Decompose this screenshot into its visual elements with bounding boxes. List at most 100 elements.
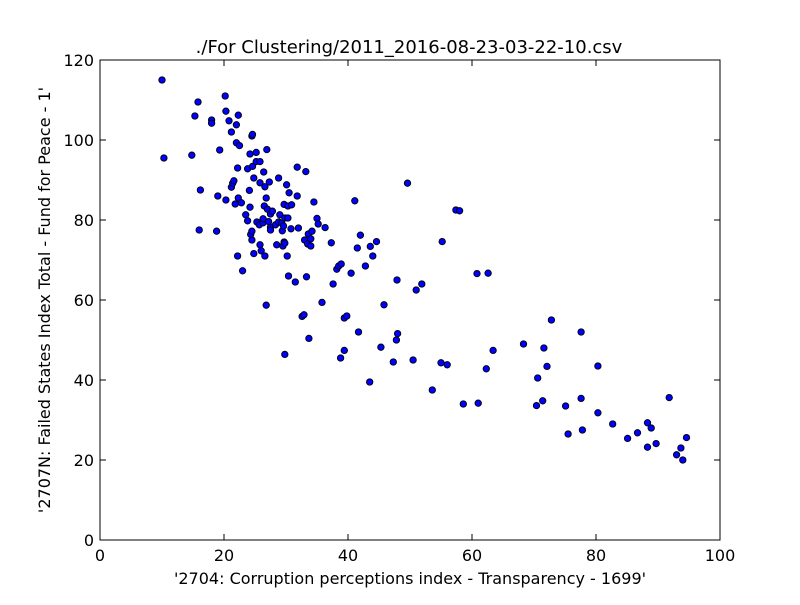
- y-tick-label: 0: [84, 531, 94, 550]
- data-point: [310, 198, 318, 206]
- data-point: [623, 434, 632, 443]
- data-point: [196, 186, 205, 194]
- x-tick-label: 40: [338, 546, 358, 565]
- data-point: [212, 227, 221, 235]
- y-tick-label: 100: [63, 131, 94, 150]
- data-point: [287, 201, 296, 209]
- data-point: [256, 179, 264, 187]
- data-point: [409, 356, 417, 364]
- data-point: [412, 286, 420, 294]
- data-point: [594, 362, 602, 370]
- data-point: [160, 154, 168, 162]
- data-point: [245, 186, 254, 195]
- data-point: [242, 211, 250, 219]
- data-point: [225, 117, 233, 125]
- data-point: [300, 311, 308, 319]
- data-point: [327, 239, 335, 247]
- data-point: [262, 194, 270, 202]
- y-tick-label: 120: [63, 51, 94, 70]
- data-point: [543, 362, 551, 371]
- data-point: [438, 237, 446, 246]
- data-point: [482, 365, 490, 373]
- data-point: [233, 164, 242, 172]
- data-point: [237, 199, 246, 207]
- data-point: [337, 260, 345, 268]
- data-point: [246, 150, 254, 158]
- data-point: [561, 402, 570, 410]
- data-point: [609, 420, 617, 428]
- x-tick-label: 100: [705, 546, 736, 565]
- data-point: [232, 121, 241, 129]
- data-point: [679, 456, 687, 464]
- data-point: [340, 346, 348, 355]
- data-point: [266, 226, 275, 234]
- data-point: [279, 222, 288, 230]
- data-point: [389, 358, 397, 366]
- data-point: [194, 98, 202, 106]
- data-point: [307, 235, 315, 243]
- data-point: [248, 162, 257, 171]
- data-point: [318, 298, 326, 307]
- data-point: [474, 399, 482, 407]
- data-point: [248, 130, 257, 139]
- data-point: [188, 151, 196, 159]
- data-point: [235, 141, 244, 150]
- data-point: [577, 328, 585, 336]
- data-point: [564, 430, 572, 438]
- data-point: [257, 247, 265, 255]
- data-point: [473, 269, 481, 278]
- data-point: [256, 157, 264, 166]
- data-point: [230, 177, 238, 185]
- data-point: [248, 236, 256, 244]
- data-point: [665, 393, 673, 402]
- data-point: [329, 280, 337, 288]
- data-point: [393, 329, 402, 338]
- data-point: [455, 207, 464, 215]
- data-point: [393, 276, 401, 284]
- data-point: [672, 451, 681, 459]
- data-point: [158, 76, 166, 84]
- data-point: [285, 189, 293, 197]
- data-point: [274, 174, 283, 182]
- data-point: [248, 227, 256, 235]
- data-point: [336, 354, 345, 362]
- data-point: [302, 273, 311, 281]
- data-point: [261, 183, 269, 191]
- data-point: [252, 148, 260, 157]
- y-tick-label: 80: [74, 211, 94, 230]
- data-point: [287, 225, 295, 233]
- data-point: [263, 145, 271, 154]
- data-point: [643, 443, 652, 451]
- data-point: [260, 168, 268, 176]
- data-point: [372, 237, 381, 246]
- data-point: [276, 211, 284, 219]
- y-tick-label: 40: [74, 371, 94, 390]
- data-point: [231, 200, 239, 208]
- data-point: [195, 226, 203, 234]
- data-point: [227, 128, 236, 136]
- data-point: [261, 252, 269, 260]
- data-point: [281, 239, 289, 247]
- y-tick-label: 20: [74, 451, 94, 470]
- data-point: [273, 241, 281, 249]
- data-point: [356, 231, 365, 239]
- data-point: [484, 269, 492, 277]
- data-point: [291, 278, 299, 286]
- data-point: [343, 312, 351, 320]
- data-point: [353, 244, 361, 252]
- data-point: [284, 272, 293, 280]
- data-point: [594, 409, 602, 417]
- data-point: [682, 433, 691, 442]
- data-point: [246, 203, 254, 211]
- x-tick-label: 80: [586, 546, 606, 565]
- data-point: [293, 192, 301, 200]
- data-point: [294, 224, 303, 232]
- data-point: [392, 336, 401, 344]
- plot-frame: [99, 59, 721, 541]
- y-axis-label: '2707N: Failed States Index Total - Fund…: [35, 87, 54, 513]
- data-point: [293, 163, 301, 171]
- data-point: [284, 214, 292, 222]
